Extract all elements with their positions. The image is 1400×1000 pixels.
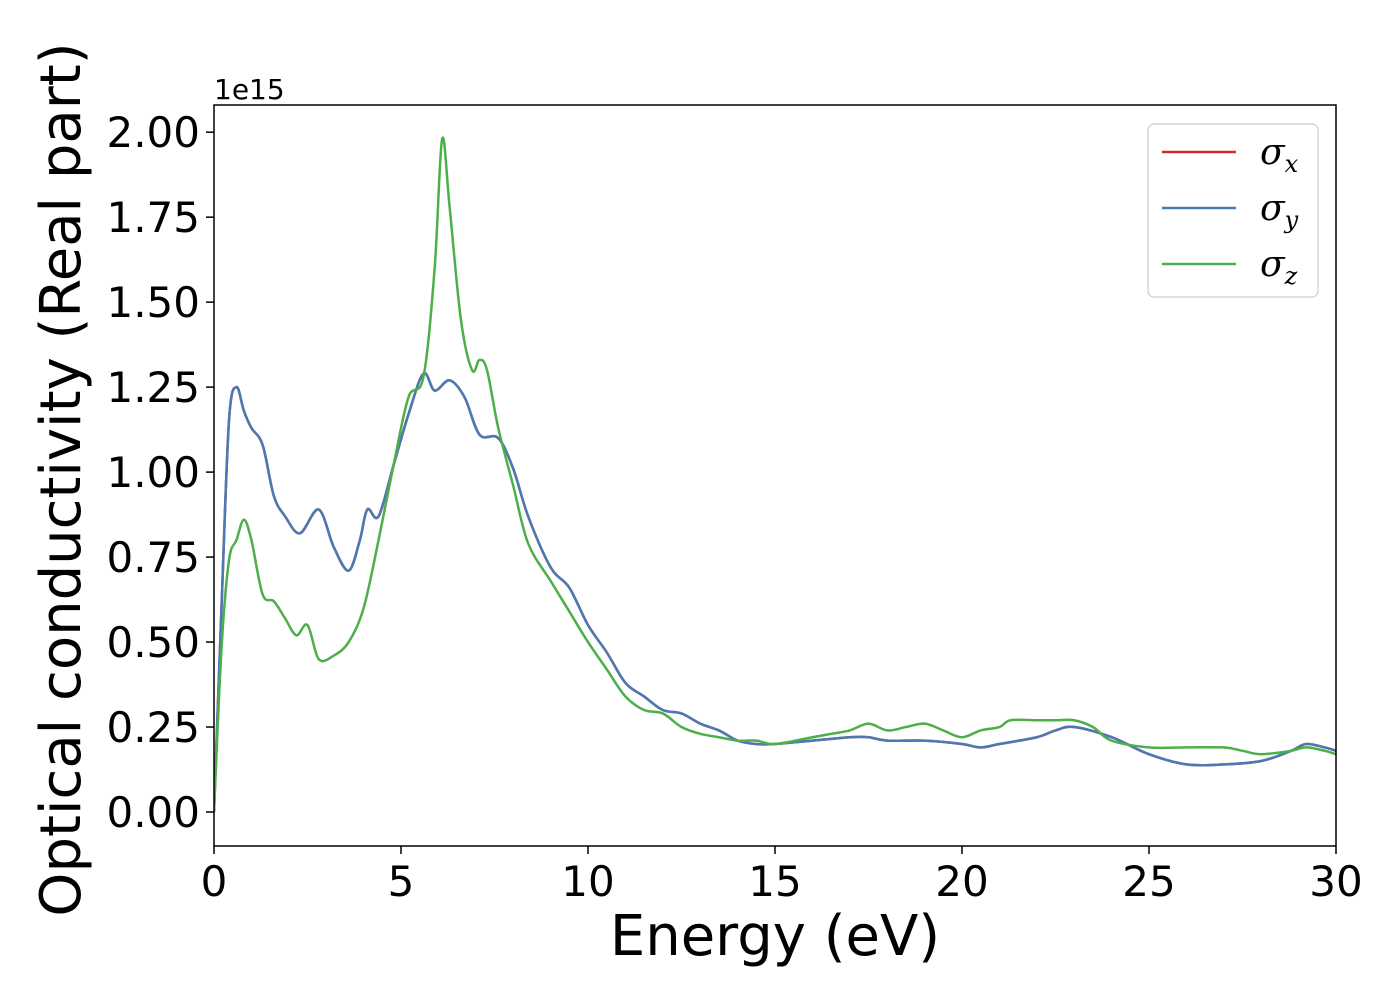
x-axis-label: Energy (eV) xyxy=(610,904,940,969)
legend-box xyxy=(1147,123,1319,298)
x-tick-label: 30 xyxy=(1309,857,1362,906)
legend-label: σx xyxy=(1260,132,1299,178)
y-tick-label: 1.75 xyxy=(106,193,200,242)
x-tick-label: 10 xyxy=(561,857,614,906)
y-tick-label: 0.75 xyxy=(106,533,200,582)
y-tick-label: 0.50 xyxy=(106,618,200,667)
series-line-3 xyxy=(214,136,1336,813)
y-tick-label: 1.25 xyxy=(106,363,200,412)
y-offset-text: 1e15 xyxy=(214,73,285,106)
y-axis-label: Optical conductivity (Real part) xyxy=(29,42,94,916)
x-axis: 0 5 10 15 20 25 30 xyxy=(201,846,1363,906)
y-tick-label: 1.00 xyxy=(106,448,200,497)
y-tick-label: 2.00 xyxy=(106,108,200,157)
legend-label: σz xyxy=(1260,244,1298,290)
y-tick-label: 1.50 xyxy=(106,278,200,327)
y-tick-label: 0.00 xyxy=(106,788,200,837)
y-axis: 0.00 0.25 0.50 0.75 1.00 1.25 1.50 1.75 2.00 xyxy=(106,108,214,837)
x-tick-label: 15 xyxy=(748,857,801,906)
x-tick-label: 20 xyxy=(935,857,988,906)
x-tick-label: 5 xyxy=(388,857,415,906)
legend: σx σy σz xyxy=(1147,123,1319,298)
legend-label: σy xyxy=(1260,188,1299,234)
x-tick-label: 25 xyxy=(1122,857,1175,906)
series-line-2 xyxy=(214,371,1336,813)
series-layer xyxy=(214,136,1336,813)
x-tick-label: 0 xyxy=(201,857,228,906)
y-tick-label: 0.25 xyxy=(106,703,200,752)
